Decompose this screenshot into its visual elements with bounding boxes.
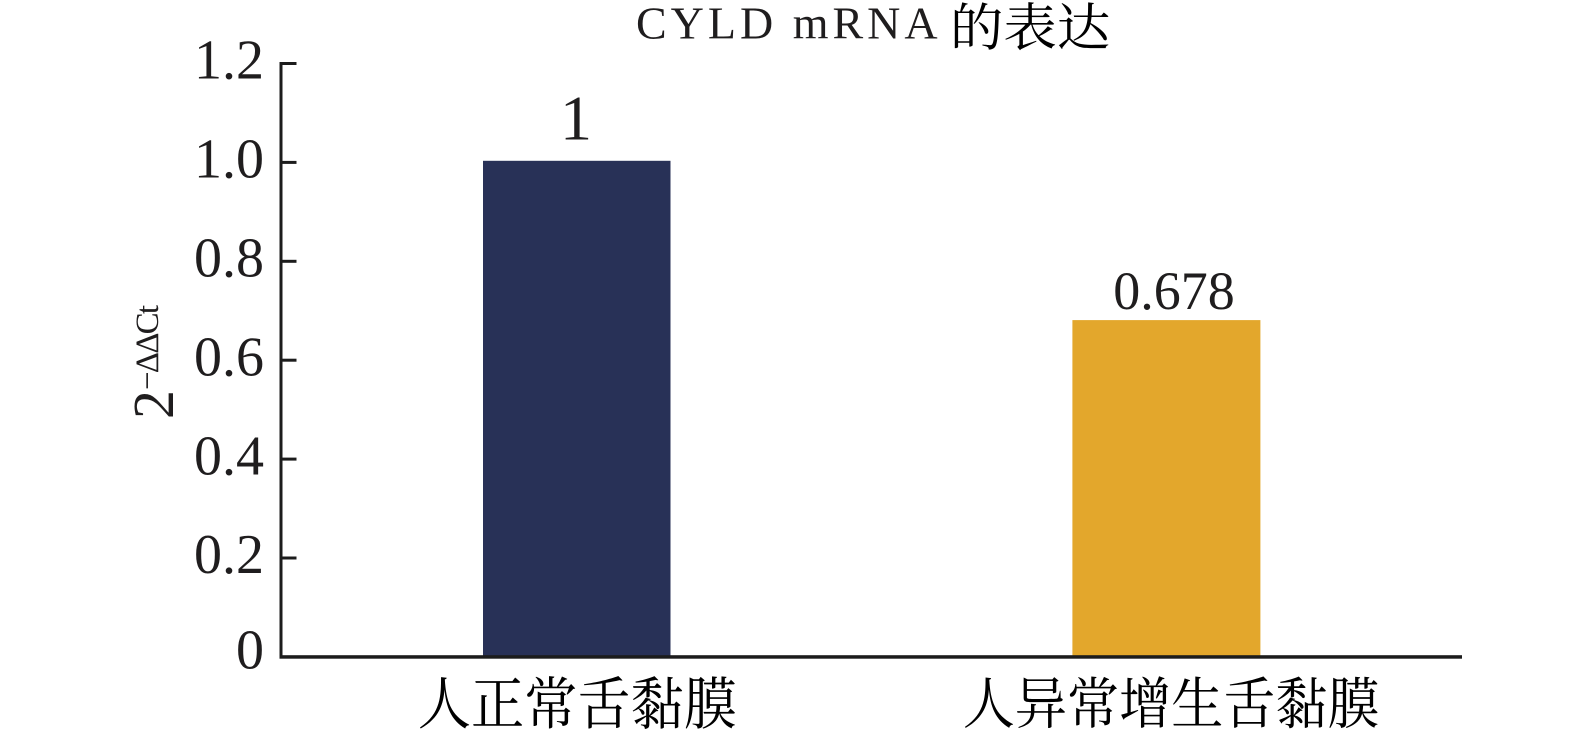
svg-text:0: 0 xyxy=(236,620,264,682)
svg-text:0.8: 0.8 xyxy=(194,228,264,290)
svg-text:0.2: 0.2 xyxy=(194,524,264,586)
svg-text:1.2: 1.2 xyxy=(194,30,264,92)
svg-text:0.4: 0.4 xyxy=(194,425,264,487)
svg-text:1.0: 1.0 xyxy=(194,129,264,191)
svg-text:0.6: 0.6 xyxy=(194,326,264,388)
svg-text:CYLD mRNA: CYLD mRNA xyxy=(636,0,942,49)
svg-text:1: 1 xyxy=(560,83,592,154)
svg-text:0.678: 0.678 xyxy=(1113,261,1235,321)
